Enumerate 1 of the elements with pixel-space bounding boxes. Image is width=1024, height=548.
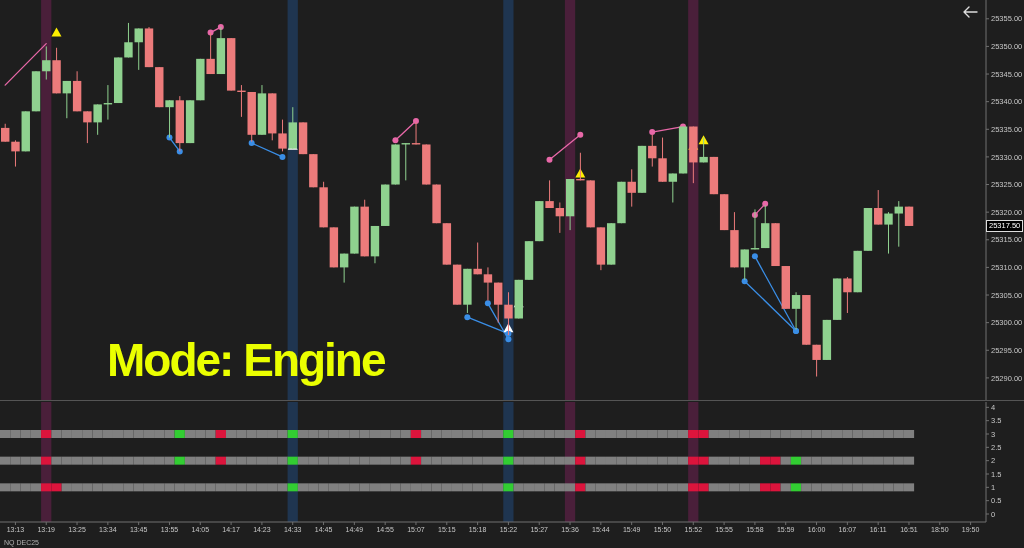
annotation: Mode: Engine (107, 334, 385, 386)
